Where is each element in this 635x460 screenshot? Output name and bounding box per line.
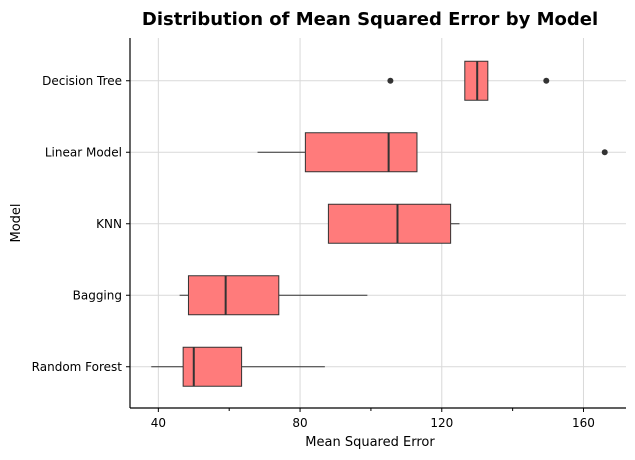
box-bagging (187, 275, 280, 316)
x-tick-label-120: 120 (430, 416, 453, 430)
box-linear-model (304, 132, 418, 173)
x-tick-label-160: 160 (572, 416, 595, 430)
chart-title: Distribution of Mean Squared Error by Mo… (142, 9, 598, 30)
x-axis-label: Mean Squared Error (305, 435, 435, 450)
y-tick-label-knn: KNN (96, 217, 122, 231)
ticks: 40 80 120 160 Decision Tree Linear Model KNN Ba… (32, 74, 595, 430)
y-tick-label-random-forest: Random Forest (32, 360, 123, 374)
box-random-forest (182, 346, 243, 387)
outlier-decision-tree-0 (387, 77, 394, 84)
axes (129, 38, 626, 409)
y-axis-label: Model (9, 203, 24, 242)
x-tick-label-40: 40 (151, 416, 166, 430)
box-knn (327, 203, 452, 244)
y-tick-label-linear-model: Linear Model (45, 145, 122, 159)
y-tick-label-bagging: Bagging (73, 288, 122, 302)
x-tick-label-80: 80 (292, 416, 307, 430)
y-tick-label-decision-tree: Decision Tree (42, 74, 122, 88)
boxes (151, 60, 608, 387)
outlier-decision-tree-1 (543, 77, 550, 84)
outlier-linear-model-0 (601, 149, 608, 156)
